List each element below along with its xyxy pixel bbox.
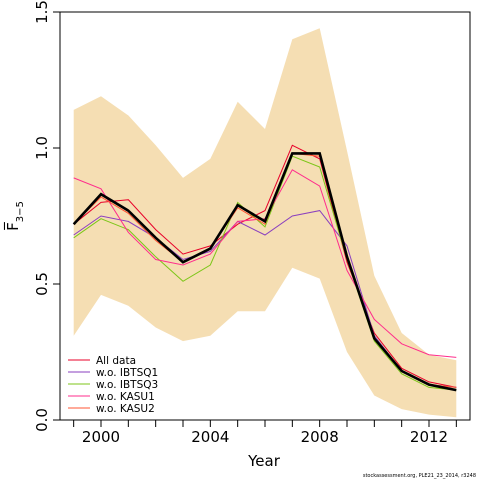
x-axis: 2000 2004 2008 2012 — [73, 420, 457, 446]
y-axis-label: F̅3−5 — [3, 201, 26, 231]
x-tick-label: 2008 — [301, 428, 339, 446]
y-tick-label: 1.5 — [33, 0, 51, 24]
series-line-0 — [73, 144, 457, 388]
legend-label: w.o. KASU2 — [96, 403, 155, 415]
svg-text:F̅3−5: F̅3−5 — [3, 201, 26, 231]
legend-label: w.o. KASU1 — [96, 391, 155, 403]
y-axis-label-subscript: 3−5 — [15, 201, 26, 222]
x-tick-label: 2000 — [82, 428, 120, 446]
series-line-2 — [73, 155, 457, 391]
footer-credit: stockassessment.org, PLE21_23_2014, r324… — [363, 473, 476, 479]
legend-label: w.o. IBTSQ3 — [96, 379, 158, 391]
y-tick-label: 0.5 — [33, 272, 51, 296]
y-tick-label: 1.0 — [33, 136, 51, 160]
y-axis: 0.0 0.5 1.0 1.5 — [33, 0, 60, 432]
y-axis-label-main: F̅ — [3, 221, 22, 231]
plot-area — [72, 28, 457, 418]
estimate-line — [72, 152, 457, 392]
x-axis-label: Year — [247, 452, 281, 470]
legend-label: All data — [96, 355, 136, 367]
x-tick-label: 2012 — [410, 428, 448, 446]
y-tick-label: 0.0 — [33, 408, 51, 432]
legend-label: w.o. IBTSQ1 — [96, 367, 158, 379]
x-tick-label: 2004 — [191, 428, 229, 446]
